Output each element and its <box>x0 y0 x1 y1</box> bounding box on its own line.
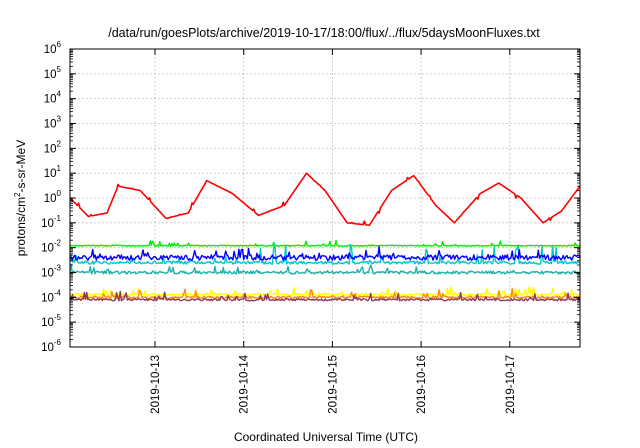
series-line <box>69 287 581 300</box>
y-tick-base: 10 <box>41 268 54 280</box>
y-tick-exponent: 2 <box>57 139 62 148</box>
y-tick-base: 10 <box>41 243 54 255</box>
series-line <box>69 263 581 275</box>
y-tick-base: 10 <box>44 69 57 81</box>
y-tick-base: 10 <box>44 119 57 131</box>
y-tick-base: 10 <box>44 94 57 106</box>
y-tick-base: 10 <box>44 143 57 155</box>
y-tick-exponent: 1 <box>57 164 62 173</box>
series-line <box>69 243 581 265</box>
y-axis-label: protons/cm2-s-sr-MeV <box>13 140 28 256</box>
y-tick-label: 103 <box>44 115 62 131</box>
series-line <box>69 245 581 261</box>
y-tick-exponent: 3 <box>57 115 62 124</box>
y-axis-label-sup: 2 <box>13 192 22 197</box>
y-tick-label: 101 <box>44 164 62 180</box>
y-tick-base: 10 <box>44 168 57 180</box>
x-tick-label: 2019-10-13 <box>150 355 162 414</box>
y-tick-exponent: 6 <box>57 40 62 49</box>
series-line <box>69 286 581 297</box>
y-tick-label: 105 <box>44 65 62 81</box>
y-axis-label-rest: -s-sr-MeV <box>14 140 28 193</box>
y-tick-label: 10-2 <box>41 239 61 255</box>
x-tick-label: 2019-10-16 <box>416 355 428 414</box>
series-line <box>69 239 580 247</box>
y-tick-label: 10-5 <box>41 313 61 329</box>
y-tick-label: 10-1 <box>41 214 61 230</box>
y-tick-exponent: -4 <box>54 288 62 297</box>
y-tick-base: 10 <box>44 193 57 205</box>
chart-title: /data/run/goesPlots/archive/2019-10-17/1… <box>108 26 540 40</box>
y-tick-exponent: -1 <box>54 214 62 223</box>
y-tick-exponent: 5 <box>57 65 62 74</box>
y-tick-label: 102 <box>44 139 62 155</box>
series-line <box>69 290 581 302</box>
x-tick-label: 2019-10-17 <box>505 355 517 414</box>
series-group <box>69 172 581 302</box>
y-tick-base: 10 <box>44 44 57 56</box>
y-tick-exponent: -2 <box>54 239 62 248</box>
y-tick-label: 10-4 <box>41 288 61 304</box>
y-tick-exponent: -6 <box>54 338 62 347</box>
y-axis-label-base: protons/cm <box>14 197 28 256</box>
y-tick-exponent: 4 <box>57 90 62 99</box>
y-tick-base: 10 <box>41 317 54 329</box>
y-tick-base: 10 <box>41 342 54 354</box>
y-tick-exponent: -3 <box>54 264 62 273</box>
series-line <box>69 172 581 226</box>
ticks <box>70 48 580 348</box>
x-tick-labels: 2019-10-13 2019-10-14 2019-10-15 2019-10-16… <box>150 354 517 413</box>
y-tick-exponent: -5 <box>54 313 62 322</box>
y-tick-label: 10-6 <box>41 338 61 354</box>
y-tick-base: 10 <box>41 218 54 230</box>
x-tick-label: 2019-10-14 <box>239 354 251 413</box>
x-axis-label: Coordinated Universal Time (UTC) <box>234 430 418 444</box>
y-tick-label: 106 <box>44 40 62 56</box>
y-tick-exponent: 0 <box>57 189 62 198</box>
y-tick-labels: 10-610-510-410-310-210-11001011021031041… <box>41 40 61 354</box>
x-tick-label: 2019-10-15 <box>327 355 339 414</box>
y-tick-label: 100 <box>44 189 62 205</box>
y-tick-label: 104 <box>44 90 62 106</box>
y-tick-label: 10-3 <box>41 264 61 280</box>
y-tick-base: 10 <box>41 292 54 304</box>
